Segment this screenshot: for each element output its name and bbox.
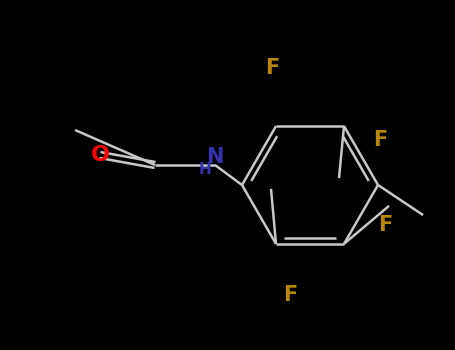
Text: O: O <box>91 145 110 165</box>
Text: F: F <box>373 130 387 150</box>
Text: F: F <box>283 285 297 305</box>
Text: F: F <box>265 58 279 78</box>
Text: F: F <box>378 215 392 235</box>
Text: H: H <box>199 162 212 177</box>
Text: N: N <box>206 147 224 167</box>
